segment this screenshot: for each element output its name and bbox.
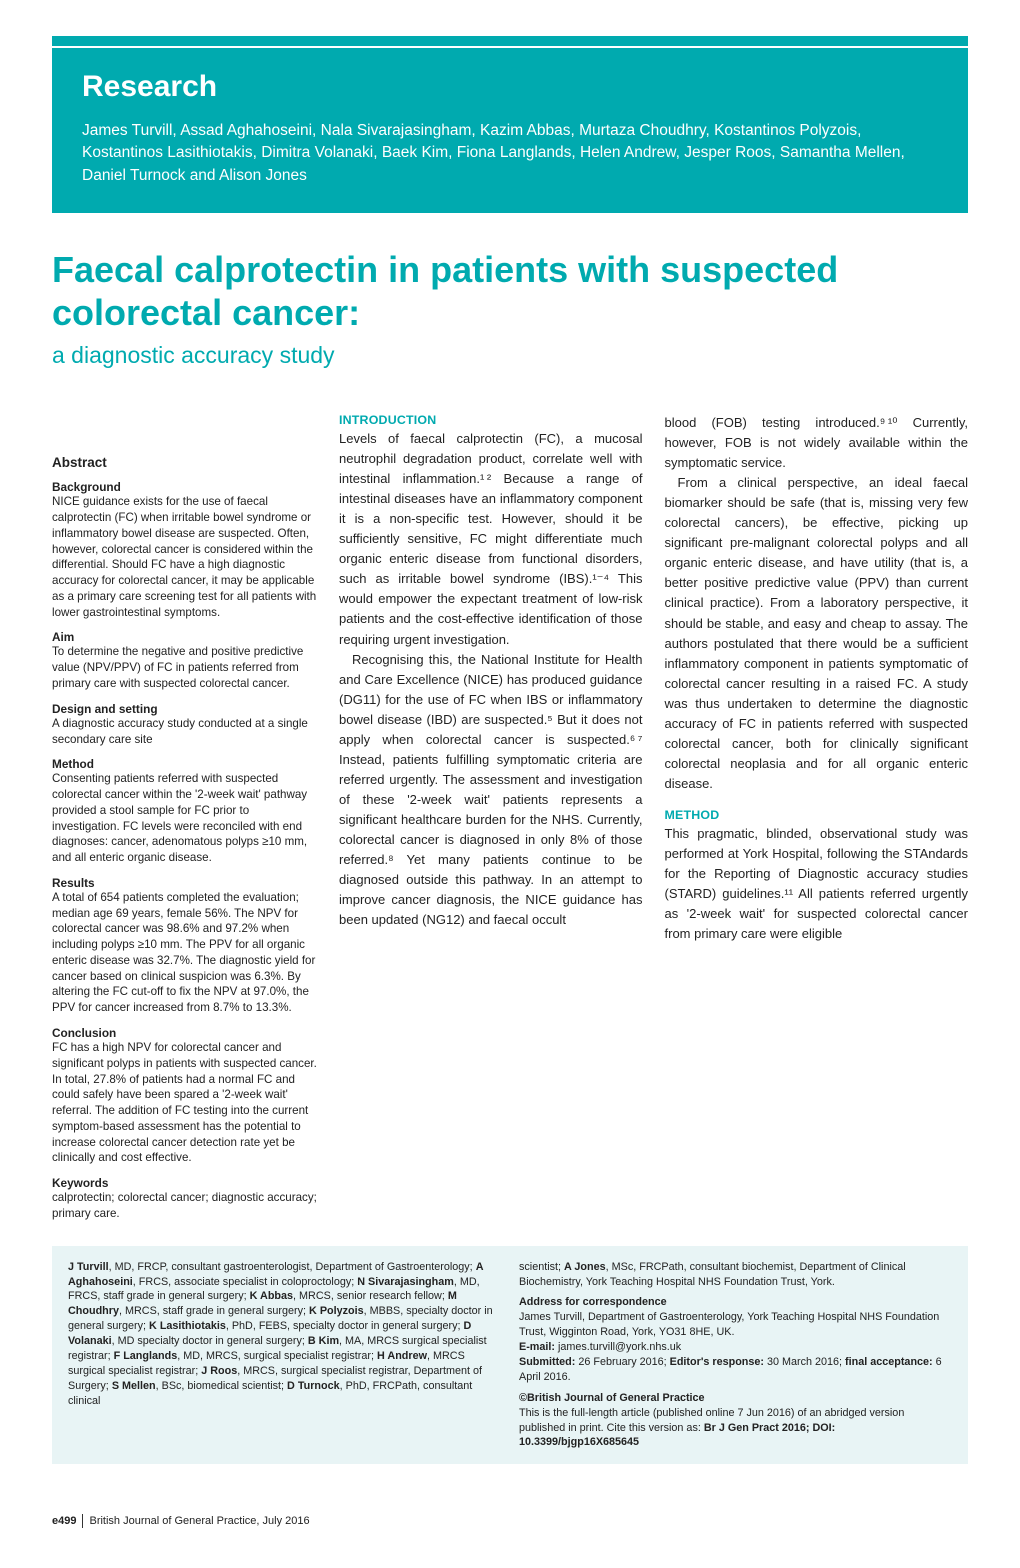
right-column: blood (FOB) testing introduced.⁹ ¹⁰ Curr… xyxy=(665,413,969,1221)
abstract-body-results: A total of 654 patients completed the ev… xyxy=(52,890,317,1016)
method-para-1: This pragmatic, blinded, observational s… xyxy=(665,824,969,944)
editor-value: 30 March 2016; xyxy=(767,1356,842,1368)
affiliations-box: J Turvill, MD, FRCP, consultant gastroen… xyxy=(52,1246,968,1465)
page-footer: e499 British Journal of General Practice… xyxy=(52,1514,968,1528)
abstract-body-aim: To determine the negative and positive p… xyxy=(52,644,317,691)
intro-para-3: blood (FOB) testing introduced.⁹ ¹⁰ Curr… xyxy=(665,413,969,473)
article-title: Faecal calprotectin in patients with sus… xyxy=(52,249,968,334)
editor-label: Editor's response: xyxy=(670,1356,764,1368)
email-value: james.turvill@york.nhs.uk xyxy=(558,1341,681,1353)
affiliations-left: J Turvill, MD, FRCP, consultant gastroen… xyxy=(68,1260,501,1451)
header-category: Research xyxy=(82,70,938,104)
final-label: final acceptance: xyxy=(845,1356,933,1368)
abstract-label-aim: Aim xyxy=(52,630,317,644)
abstract-body-method: Consenting patients referred with suspec… xyxy=(52,771,317,866)
intro-para-4: From a clinical perspective, an ideal fa… xyxy=(665,473,969,793)
page-root: Research James Turvill, Assad Aghahosein… xyxy=(0,0,1020,1568)
abstract-body-background: NICE guidance exists for the use of faec… xyxy=(52,494,317,620)
affiliations-right: scientist; A Jones, MSc, FRCPath, consul… xyxy=(519,1260,952,1451)
abstract-heading: Abstract xyxy=(52,455,317,470)
abstract-label-design: Design and setting xyxy=(52,702,317,716)
affil-left-text: J Turvill, MD, FRCP, consultant gastroen… xyxy=(68,1261,493,1407)
abstract-body-keywords: calprotectin; colorectal cancer; diagnos… xyxy=(52,1190,317,1222)
method-heading: METHOD xyxy=(665,808,969,822)
abstract-body-conclusion: FC has a high NPV for colorectal cancer … xyxy=(52,1040,317,1166)
footer-page-number: e499 xyxy=(52,1515,76,1527)
header-block: Research James Turvill, Assad Aghahosein… xyxy=(52,48,968,213)
introduction-text-right: blood (FOB) testing introduced.⁹ ¹⁰ Curr… xyxy=(665,413,969,793)
intro-para-2: Recognising this, the National Institute… xyxy=(339,650,643,930)
footer-divider xyxy=(82,1514,83,1528)
email-label: E-mail: xyxy=(519,1341,555,1353)
top-accent-bar xyxy=(52,36,968,46)
copyright: ©British Journal of General Practice xyxy=(519,1391,952,1406)
abstract-label-method: Method xyxy=(52,757,317,771)
address-heading: Address for correspondence xyxy=(519,1295,952,1310)
header-authors: James Turvill, Assad Aghahoseini, Nala S… xyxy=(82,120,938,187)
content-columns: Abstract Background NICE guidance exists… xyxy=(52,413,968,1221)
intro-para-1: Levels of faecal calprotectin (FC), a mu… xyxy=(339,429,643,649)
abstract-body-design: A diagnostic accuracy study conducted at… xyxy=(52,716,317,748)
abstract-label-keywords: Keywords xyxy=(52,1176,317,1190)
article-subtitle: a diagnostic accuracy study xyxy=(52,342,968,369)
abstract-label-background: Background xyxy=(52,480,317,494)
title-block: Faecal calprotectin in patients with sus… xyxy=(52,249,968,369)
introduction-heading: INTRODUCTION xyxy=(339,413,643,427)
affil-right-pre: scientist; A Jones, MSc, FRCPath, consul… xyxy=(519,1261,906,1288)
abstract-column: Abstract Background NICE guidance exists… xyxy=(52,413,317,1221)
submitted-value: 26 February 2016; xyxy=(578,1356,666,1368)
submitted-label: Submitted: xyxy=(519,1356,575,1368)
address-body: James Turvill, Department of Gastroenter… xyxy=(519,1311,939,1338)
middle-column: INTRODUCTION Levels of faecal calprotect… xyxy=(339,413,643,1221)
footer-journal: British Journal of General Practice, Jul… xyxy=(89,1515,309,1527)
method-text: This pragmatic, blinded, observational s… xyxy=(665,824,969,944)
abstract-label-conclusion: Conclusion xyxy=(52,1026,317,1040)
introduction-text-mid: Levels of faecal calprotectin (FC), a mu… xyxy=(339,429,643,929)
abstract-label-results: Results xyxy=(52,876,317,890)
